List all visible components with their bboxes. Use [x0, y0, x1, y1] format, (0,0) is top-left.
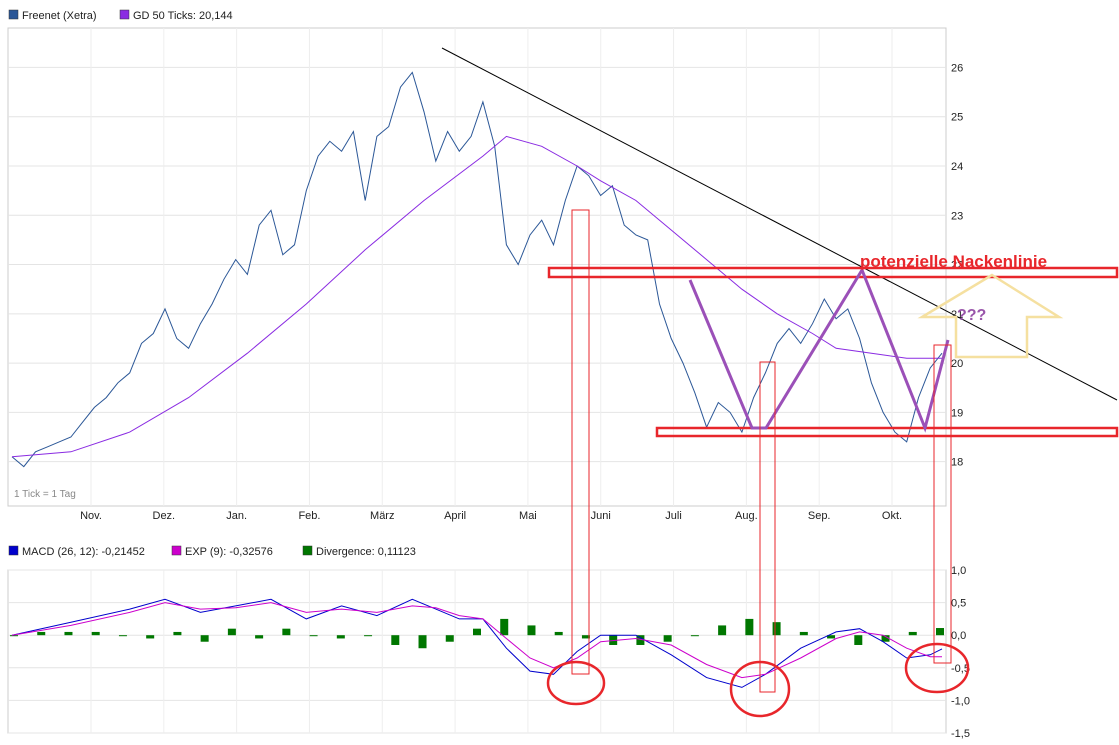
annotations: potenzielle Nackenlinie ??? [441, 47, 1119, 718]
divergence-bar [799, 631, 808, 636]
legend-swatch-divergence [302, 545, 313, 556]
macd-y-tick: -0,5 [951, 663, 970, 675]
divergence-bar [64, 631, 73, 636]
downtrend-line [441, 47, 1118, 401]
support-band [655, 426, 1119, 438]
neckline-band [547, 266, 1119, 279]
divergence-bar [364, 635, 373, 637]
divergence-bar [146, 635, 155, 639]
divergence-bar [118, 635, 127, 637]
macd-panel: 1,0 0,5 0,0 -0,5 -1,0 -1,5 [7, 565, 970, 740]
price-y-tick: 20 [951, 358, 963, 370]
price-y-tick: 24 [951, 161, 963, 173]
divergence-bar [200, 635, 209, 642]
price-y-tick: 25 [951, 112, 963, 124]
legend-swatch-macd [8, 545, 19, 556]
price-x-tick: März [370, 510, 394, 522]
divergence-bar [227, 628, 236, 636]
legend-exp: EXP (9): -0,32576 [185, 546, 273, 558]
price-x-tick: Juni [591, 510, 611, 522]
macd-y-tick: -1,0 [951, 695, 970, 707]
legend-swatch-freenet [8, 9, 19, 20]
macd-y-tick: 0,5 [951, 598, 966, 610]
divergence-bar [718, 625, 727, 636]
marker-rect-2 [759, 361, 776, 693]
marker-rect-1 [571, 209, 590, 675]
divergence-bar [391, 635, 400, 645]
legend-divergence: Divergence: 0,11123 [316, 546, 416, 558]
w-pattern-1 [688, 269, 864, 430]
price-x-axis: Nov. Dez. Jan. Feb. März April Mai Juni Juli Aug.… [80, 510, 902, 522]
divergence-bar [663, 635, 672, 642]
macd-circle-1 [546, 660, 606, 706]
legend-gd50: GD 50 Ticks: 20,144 [133, 10, 233, 22]
divergence-bar [854, 635, 863, 645]
divergence-bar [772, 622, 781, 636]
price-y-tick: 26 [951, 62, 963, 74]
divergence-bar [745, 618, 754, 636]
price-x-tick: Sep. [808, 510, 831, 522]
macd-series [11, 598, 943, 688]
price-x-tick: Feb. [298, 510, 320, 522]
divergence-bar [827, 635, 836, 639]
price-x-tick: Nov. [80, 510, 102, 522]
series-freenet-line [11, 71, 943, 468]
price-x-tick: Juli [665, 510, 682, 522]
divergence-bar [690, 635, 699, 637]
price-x-tick: Jan. [226, 510, 247, 522]
divergence-bar [418, 635, 427, 649]
price-x-tick: Aug. [735, 510, 758, 522]
price-x-tick: Okt. [882, 510, 902, 522]
w-pattern-2 [860, 269, 950, 433]
series-macd-line [11, 598, 943, 688]
divergence-bar [636, 635, 645, 645]
divergence-bar [473, 628, 481, 636]
tick-note: 1 Tick = 1 Tag [14, 489, 76, 500]
up-arrow [917, 273, 1064, 359]
legend-swatch-exp [171, 545, 182, 556]
divergence-bar [37, 631, 46, 636]
legend-swatch-gd50 [119, 9, 130, 20]
divergence-bar [554, 631, 563, 636]
divergence-bar [173, 631, 182, 636]
legend-macd: MACD (26, 12): -0,21452 [22, 546, 145, 558]
divergence-bar [255, 635, 264, 639]
macd-legend: MACD (26, 12): -0,21452 EXP (9): -0,3257… [8, 545, 416, 558]
question-label: ??? [957, 307, 986, 324]
divergence-bar [309, 635, 318, 637]
divergence-bar [908, 631, 917, 636]
series-exp-line [11, 602, 942, 679]
divergence-bar [581, 635, 590, 639]
macd-y-tick: -1,5 [951, 728, 970, 740]
price-y-tick: 19 [951, 407, 963, 419]
price-y-tick: 18 [951, 457, 963, 469]
macd-y-axis: 1,0 0,5 0,0 -0,5 -1,0 -1,5 [951, 565, 970, 740]
macd-y-tick: 1,0 [951, 565, 966, 577]
divergence-bar [881, 635, 890, 642]
macd-y-tick: 0,0 [951, 630, 966, 642]
macd-circle-3 [904, 642, 970, 694]
divergence-bar [10, 635, 18, 637]
marker-rect-3 [933, 344, 952, 664]
divergence-bar [527, 625, 536, 636]
divergence-bar [282, 628, 291, 636]
divergence-bar [91, 631, 100, 636]
price-y-tick: 23 [951, 210, 963, 222]
macd-circle-2 [729, 660, 791, 718]
divergence-bar [936, 628, 944, 636]
divergence-bar [500, 618, 509, 636]
price-x-tick: Mai [519, 510, 537, 522]
price-x-tick: Dez. [153, 510, 176, 522]
neckline-label: potenzielle Nackenlinie [860, 252, 1047, 271]
divergence-bar [445, 635, 454, 642]
divergence-bar [336, 635, 345, 639]
legend-freenet: Freenet (Xetra) [22, 10, 97, 22]
price-x-tick: April [444, 510, 466, 522]
price-legend: Freenet (Xetra) GD 50 Ticks: 20,144 [8, 9, 233, 22]
macd-plot-area [7, 569, 947, 734]
